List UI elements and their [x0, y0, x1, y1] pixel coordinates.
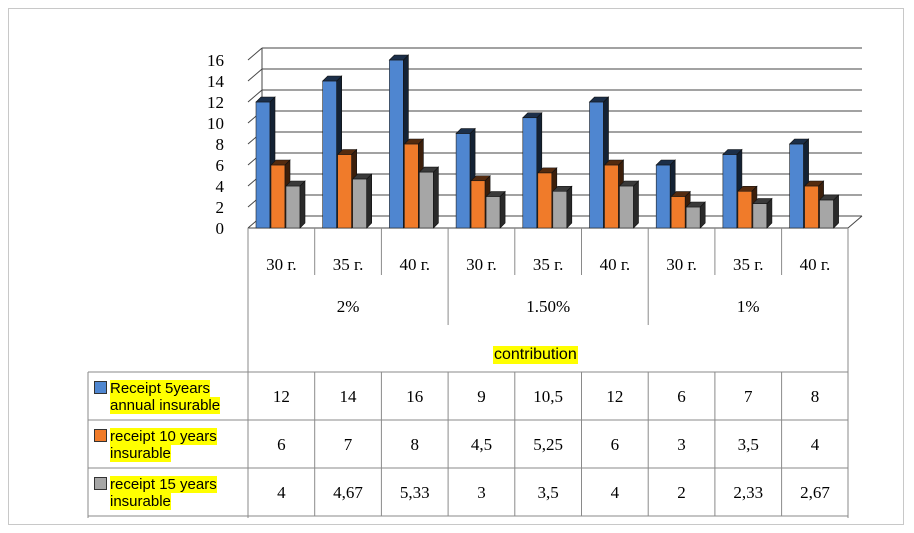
data-table: 30 г. 35 г. 40 г. 30 г. 35 г. 40 г. 30 г. 35 г.… [87, 228, 849, 518]
data-label: 2 [677, 483, 686, 502]
bar [552, 185, 573, 229]
data-label: 10,5 [533, 387, 563, 406]
y-tick-label: 10 [207, 114, 224, 133]
data-label: 3 [677, 435, 686, 454]
chart-frame [8, 8, 904, 525]
bar [818, 194, 840, 229]
group-label: 2% [337, 297, 360, 316]
data-label: 6 [277, 435, 286, 454]
x-tick-label: 30 г. [666, 255, 697, 274]
data-label: 3 [477, 483, 486, 502]
y-axis-ticks: 0 2 4 6 8 10 12 14 16 [207, 51, 225, 238]
data-label: 7 [344, 435, 353, 454]
y-tick-label: 14 [207, 72, 225, 91]
data-label: 5,25 [533, 435, 563, 454]
y-tick-label: 8 [216, 135, 225, 154]
y-tick-label: 12 [207, 93, 224, 112]
data-label: 5,33 [400, 483, 430, 502]
bar [351, 173, 373, 229]
data-label: 9 [477, 387, 486, 406]
x-tick-label: 40 г. [800, 255, 831, 274]
data-label: 4 [811, 435, 820, 454]
y-tick-label: 2 [216, 198, 225, 217]
bars [255, 54, 840, 229]
y-tick-label: 4 [216, 177, 225, 196]
group-label: 1.50% [526, 297, 570, 316]
data-label: 4 [277, 483, 286, 502]
data-label: 4 [611, 483, 620, 502]
gridline-depth [247, 89, 263, 103]
bar [485, 190, 506, 229]
legend-swatch [94, 477, 107, 490]
data-label: 12 [606, 387, 623, 406]
x-tick-label: 35 г. [733, 255, 764, 274]
data-label: 8 [811, 387, 820, 406]
data-label: 2,67 [800, 483, 830, 502]
legend-entry: receipt 10 years insurable [110, 428, 217, 462]
data-label: 4,67 [333, 483, 363, 502]
x-tick-label: 30 г. [266, 255, 297, 274]
bar [722, 148, 743, 229]
y-tick-label: 0 [216, 219, 225, 238]
data-label: 2,33 [733, 483, 763, 502]
x-tick-label: 35 г. [533, 255, 564, 274]
bar [285, 180, 306, 229]
bar [418, 166, 440, 229]
data-label: 4,5 [471, 435, 492, 454]
group-axis-label: contribution [493, 346, 578, 364]
data-label: 8 [411, 435, 420, 454]
data-label: 6 [677, 387, 686, 406]
x-tick-label: 40 г. [399, 255, 430, 274]
legend-swatch [94, 381, 107, 394]
data-label: 6 [611, 435, 620, 454]
legend-swatch [94, 429, 107, 442]
bar [618, 180, 640, 229]
x-tick-label: 30 г. [466, 255, 497, 274]
gridline-depth [247, 47, 263, 61]
gridline-depth [247, 68, 263, 82]
x-tick-label: 35 г. [333, 255, 364, 274]
y-tick-label: 6 [216, 156, 225, 175]
data-label: 7 [744, 387, 753, 406]
data-label: 12 [273, 387, 290, 406]
bar [752, 197, 773, 229]
data-label: 16 [406, 387, 423, 406]
bar [388, 54, 410, 229]
y-tick-label: 16 [207, 51, 224, 70]
bar [685, 201, 706, 229]
legend-entry: Receipt 5years annual insurable [110, 380, 221, 414]
group-label: 1% [737, 297, 760, 316]
x-tick-label: 40 г. [600, 255, 631, 274]
data-label: 14 [340, 387, 358, 406]
data-label: 3,5 [738, 435, 759, 454]
legend-entry: receipt 15 years insurable [110, 476, 217, 510]
data-label: 3,5 [538, 483, 559, 502]
